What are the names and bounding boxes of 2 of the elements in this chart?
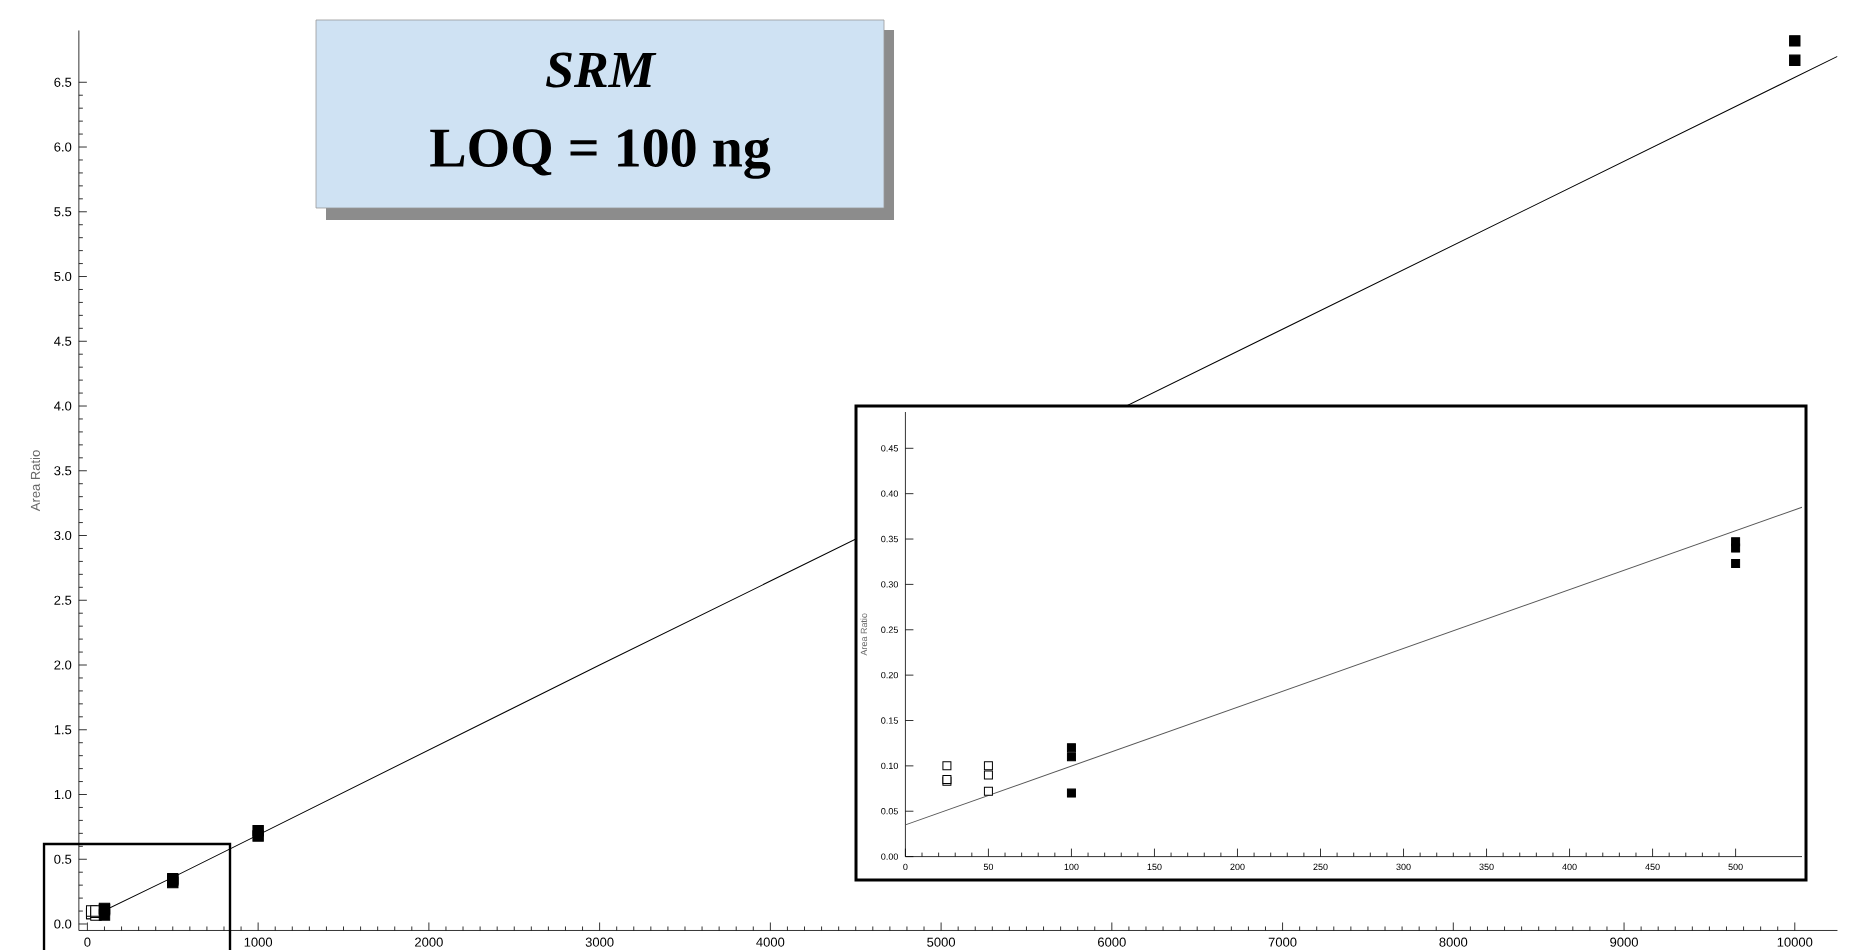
chart-title: SRM bbox=[546, 52, 657, 88]
text: LOQ = 100 ng bbox=[430, 129, 771, 179]
